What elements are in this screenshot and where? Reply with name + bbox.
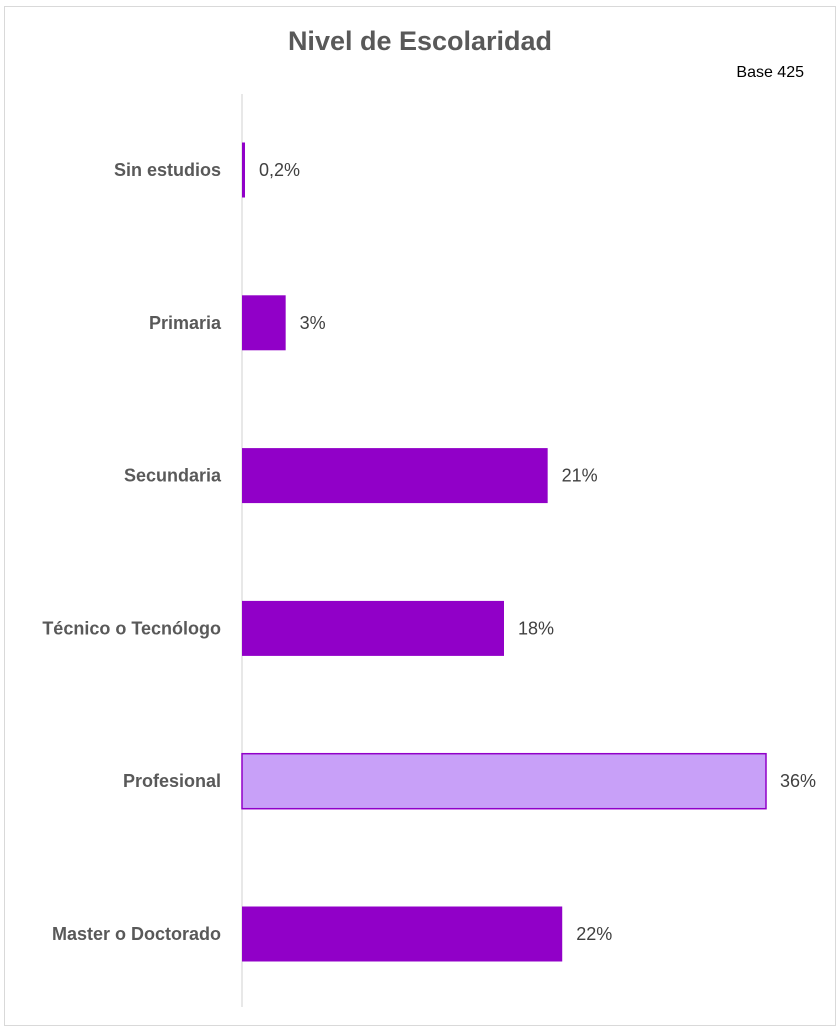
category-label-5: Master o Doctorado <box>52 924 221 944</box>
chart-frame <box>4 6 836 1026</box>
category-label-3: Técnico o Tecnólogo <box>42 618 221 638</box>
data-label-2: 21% <box>562 466 598 486</box>
category-label-0: Sin estudios <box>114 160 221 180</box>
data-label-4: 36% <box>780 771 816 791</box>
bar-3 <box>242 600 504 656</box>
base-note: Base 425 <box>736 64 804 81</box>
data-label-0: 0,2% <box>259 160 300 180</box>
data-label-1: 3% <box>300 313 326 333</box>
data-label-5: 22% <box>576 924 612 944</box>
category-label-4: Profesional <box>123 771 221 791</box>
category-label-1: Primaria <box>149 313 222 333</box>
bar-0 <box>242 142 245 198</box>
bar-1 <box>242 295 286 351</box>
data-label-3: 18% <box>518 618 554 638</box>
bar-2 <box>242 448 548 504</box>
chart-title: Nivel de Escolaridad <box>287 26 553 56</box>
category-label-2: Secundaria <box>124 466 222 486</box>
bar-4 <box>241 752 767 810</box>
bar-5 <box>242 906 563 962</box>
